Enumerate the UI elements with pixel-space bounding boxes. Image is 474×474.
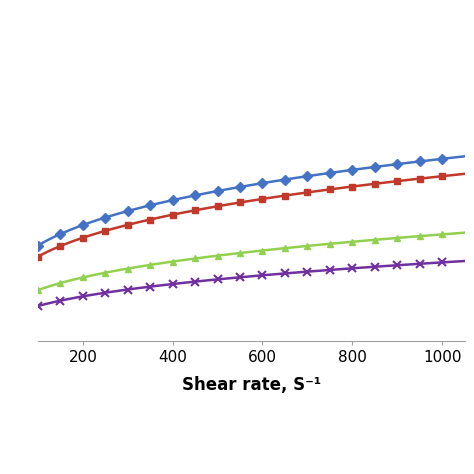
X-axis label: Shear rate, S⁻¹: Shear rate, S⁻¹ [182, 376, 321, 394]
